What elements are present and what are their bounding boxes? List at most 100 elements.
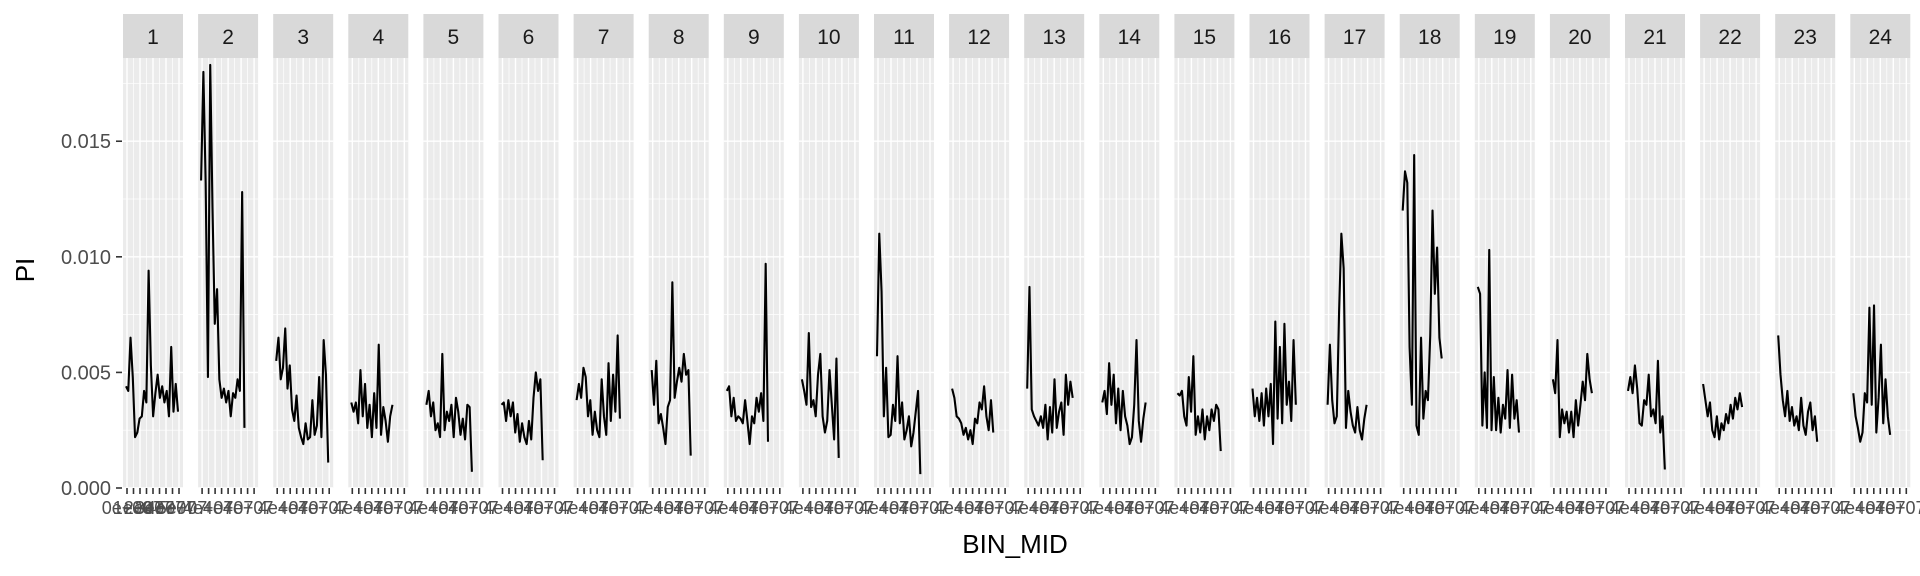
x-tick-label: 4e+07 <box>673 498 724 518</box>
x-tick-label: 4e+07 <box>879 498 930 518</box>
facet-panel-14: 14 <box>1099 14 1160 489</box>
facet-strip <box>1324 14 1385 58</box>
facet-strip-label: 19 <box>1493 26 1516 49</box>
facet-strip-label: 20 <box>1568 26 1591 49</box>
x-tick-label: 4e+07 <box>1349 498 1400 518</box>
facet-strip-label: 24 <box>1869 26 1893 49</box>
x-tick-label: 4e+07 <box>653 498 704 518</box>
facet-strip <box>1700 14 1761 58</box>
series-line-panel-4 <box>350 343 394 443</box>
series-line-panel-12 <box>951 385 995 446</box>
facet-panel-20: 20 <box>1549 14 1610 489</box>
facet-strip <box>874 14 934 58</box>
x-tick-label: 4e+07 <box>258 498 309 518</box>
x-tick-label: 4e+07 <box>1124 498 1175 518</box>
x-tick-label: 4e+07 <box>749 498 800 518</box>
x-tick-label: 4e+07 <box>353 498 404 518</box>
y-axis: 0.000 0.005 0.010 0.015 <box>61 131 122 500</box>
series-line-panel-2 <box>200 63 246 428</box>
x-tick-label: 4e+07 <box>408 498 459 518</box>
x-tick-label: 4e+07 <box>934 498 985 518</box>
facet-panel-22: 22 <box>1700 14 1761 489</box>
x-tick-label: 4e+07 <box>1274 498 1325 518</box>
x-tick-label: 4e+07 <box>954 498 1005 518</box>
x-tick-label: 4e+07 <box>1009 498 1060 518</box>
series-line-panel-11 <box>875 232 922 475</box>
x-tick-label: 4e+07 <box>523 498 574 518</box>
x-tick-label: 4e+07 <box>1329 498 1380 518</box>
facet-strip <box>1024 14 1085 58</box>
series-line-panel-10 <box>800 332 840 458</box>
x-tick-label: 4e+07 <box>729 498 780 518</box>
facet-panel-12: 12 <box>949 14 1010 489</box>
x-tick-label: 4e+07 <box>1855 498 1906 518</box>
x-tick-label: 4e+07 <box>1480 498 1531 518</box>
x-tick-label: 4e+07 <box>183 498 234 518</box>
x-tick-label: 4e+07 <box>1555 498 1606 518</box>
series-line-panel-5 <box>425 352 473 472</box>
x-tick-label: 4e+07 <box>298 498 349 518</box>
facet-strip-label: 5 <box>448 26 460 49</box>
x-tick-label: 4e+07 <box>1650 498 1701 518</box>
facet-strip-label: 3 <box>297 26 309 49</box>
facet-strip <box>1249 14 1310 58</box>
series-line-panel-21 <box>1626 359 1666 470</box>
facet-panel-5: 5 <box>423 14 484 489</box>
facet-strip <box>423 14 484 58</box>
facet-panel-6: 6 <box>498 14 559 489</box>
x-tick-label: 4e+07 <box>899 498 950 518</box>
facet-strip <box>723 14 784 58</box>
series-line-panel-18 <box>1401 154 1443 436</box>
x-tick-label: 4e+07 <box>784 498 835 518</box>
series-line-panel-17 <box>1326 232 1368 441</box>
x-tick-label: 4e+07 <box>1254 498 1305 518</box>
facet-panel-10: 10 <box>798 14 859 489</box>
series-line-panel-8 <box>650 281 692 456</box>
facet-strip <box>1775 14 1836 58</box>
y-tick-label: 0.000 <box>61 478 111 500</box>
facet-strip <box>273 14 334 58</box>
facet-strip <box>1174 14 1235 58</box>
facet-panel-8: 8 <box>648 14 709 489</box>
chart-panels: 1 2 3 4 5 6 7 8 9 10 11 12 13 14 15 16 17 18 19 20 21 22 23 24 <box>123 14 1911 489</box>
x-tick-label: 4e+07 <box>1404 498 1455 518</box>
series-line-panel-24 <box>1852 304 1892 443</box>
facet-strip <box>1549 14 1610 58</box>
x-tick-label: 4e+07 <box>1500 498 1551 518</box>
facet-panel-16: 16 <box>1249 14 1310 489</box>
facet-strip-label: 8 <box>673 26 685 49</box>
facet-panel-18: 18 <box>1399 14 1460 489</box>
x-tick-label: 4e+07 <box>278 498 329 518</box>
facet-strip <box>1399 14 1460 58</box>
facet-strip-label: 17 <box>1343 26 1366 49</box>
x-tick-label: 4e+07 <box>1875 498 1920 518</box>
x-tick-label: 4e+07 <box>146 498 197 518</box>
facet-strip-label: 22 <box>1718 26 1741 49</box>
facet-strip <box>1625 14 1685 58</box>
x-tick-label: 4e+07 <box>804 498 855 518</box>
x-tick-label: 3e+07 <box>135 498 186 518</box>
x-tick-label: 4e+07 <box>373 498 424 518</box>
facet-strip-label: 4 <box>372 26 384 49</box>
facet-panel-9: 9 <box>723 14 784 489</box>
facet-strip <box>573 14 634 58</box>
facet-strip-label: 6 <box>523 26 535 49</box>
x-tick-label: 4e+07 <box>448 498 499 518</box>
x-tick-label: 4e+07 <box>633 498 684 518</box>
facet-strip <box>198 14 259 58</box>
facet-strip <box>1850 14 1911 58</box>
x-tick-label: 4e+07 <box>428 498 479 518</box>
facet-strip <box>949 14 1010 58</box>
x-tick-label: 4e+07 <box>824 498 875 518</box>
y-tick-label: 0.015 <box>61 131 111 153</box>
series-line-panel-19 <box>1476 248 1521 434</box>
facet-strip-label: 9 <box>748 26 760 49</box>
x-tick-label: 4e+07 <box>1104 498 1155 518</box>
facet-panel-1: 1 <box>123 14 183 489</box>
series-line-panel-1 <box>125 269 180 439</box>
facet-strip <box>798 14 859 58</box>
facet-strip-label: 23 <box>1794 26 1817 49</box>
x-tick-label: 4e+07 <box>1084 498 1135 518</box>
facet-panel-19: 19 <box>1474 14 1535 489</box>
x-tick-label: 4e+07 <box>578 498 629 518</box>
